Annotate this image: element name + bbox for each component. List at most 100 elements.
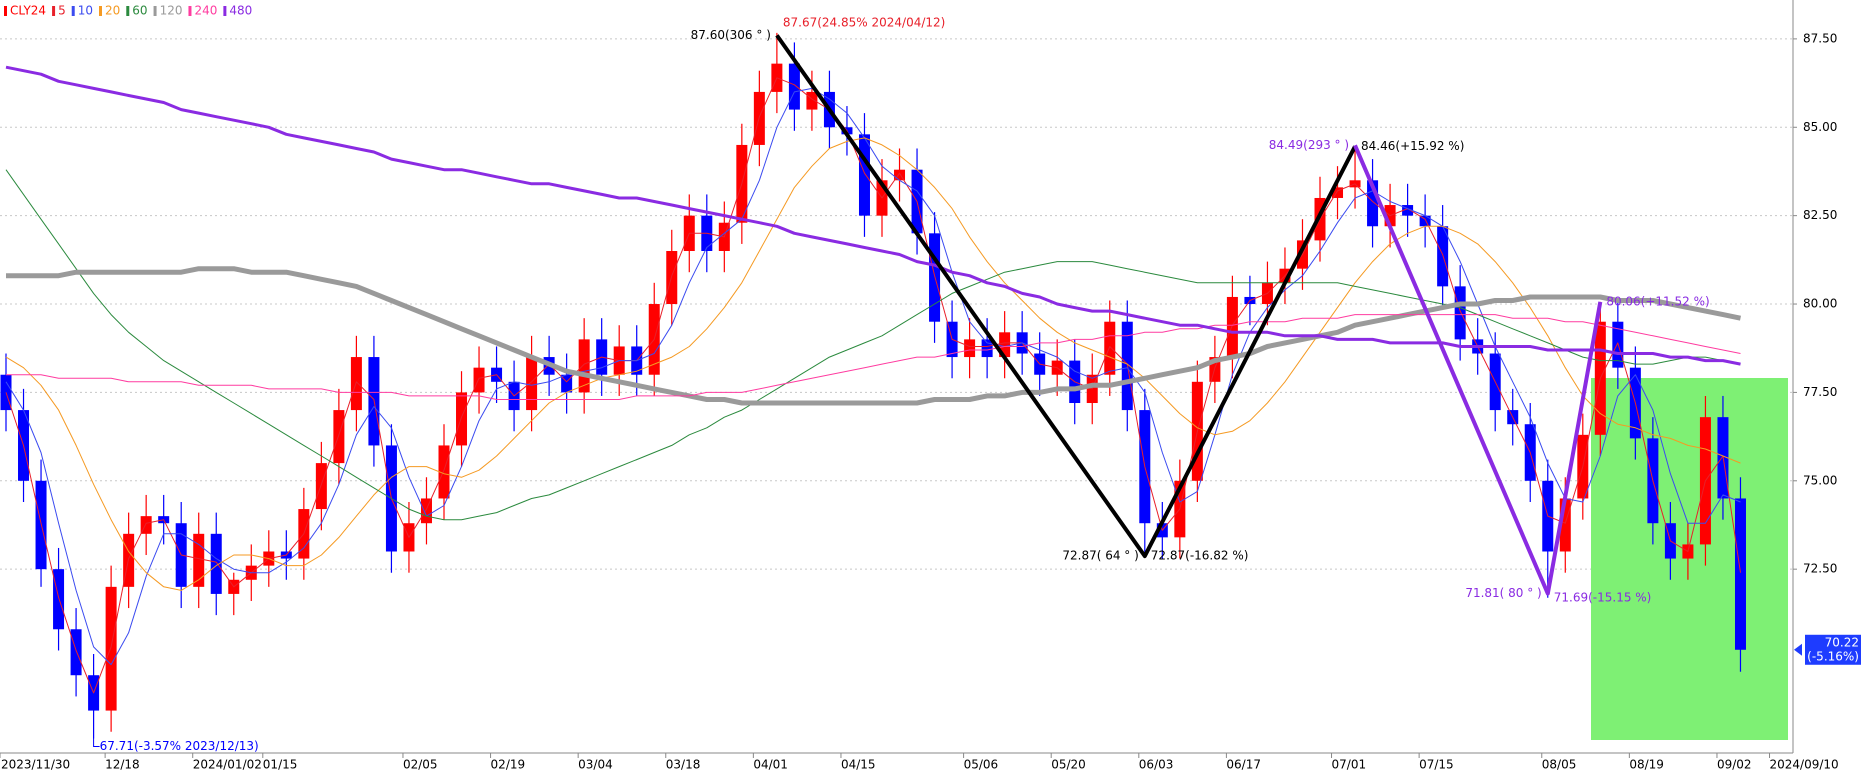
x-tick-label: 08/19	[1629, 758, 1664, 772]
candle-body	[929, 233, 941, 322]
note-label: 71.69(-15.15 %)	[1554, 590, 1652, 604]
candle-body	[315, 463, 327, 510]
legend-swatch	[4, 6, 7, 16]
candle-body	[981, 339, 993, 358]
x-tick-label: 2024/09/10	[1770, 758, 1839, 772]
candle-body	[193, 533, 205, 587]
ma-line	[5, 65, 1741, 366]
candle-body	[1402, 205, 1414, 216]
y-tick-label: 72.50	[1803, 562, 1837, 576]
legend-swatch	[153, 6, 157, 16]
legend-label: 480	[229, 4, 252, 18]
x-tick-label: 01/15	[263, 758, 298, 772]
x-tick-label: 09/02	[1717, 758, 1752, 772]
x-tick-label: 2024/01/02	[193, 758, 262, 772]
x-tick-label: 04/01	[753, 758, 788, 772]
note-label: 80.06(+11.52 %)	[1606, 294, 1709, 308]
candle-body	[210, 533, 222, 594]
candle-body	[526, 357, 538, 411]
note-label: 87.67(24.85% 2024/04/12)	[783, 15, 945, 29]
candle-body	[1559, 498, 1571, 552]
candle-body	[333, 410, 345, 464]
x-tick-label: 02/19	[491, 758, 526, 772]
legend-label: 10	[78, 4, 93, 18]
candle-body	[999, 332, 1011, 358]
y-tick-label: 85.00	[1803, 120, 1837, 134]
x-tick-label: 2023/11/30	[1, 758, 70, 772]
y-tick-label: 82.50	[1803, 208, 1837, 222]
candle-body	[806, 91, 818, 110]
price-change: (-5.16%)	[1807, 649, 1859, 663]
candle-body	[105, 586, 117, 711]
price-tag	[1805, 634, 1861, 665]
ma-line	[6, 314, 1741, 400]
note-label: 72.87(-16.82 %)	[1151, 549, 1249, 563]
candle-body	[964, 339, 976, 358]
candle-body	[53, 569, 65, 630]
candle-body	[1332, 187, 1344, 198]
legend-label: 60	[132, 4, 147, 18]
candle-body	[578, 339, 590, 393]
legend-swatch	[99, 6, 102, 16]
candle-body	[1226, 296, 1238, 358]
candle-body	[350, 357, 362, 411]
ma-line	[5, 77, 1741, 694]
y-tick-label: 77.50	[1803, 385, 1837, 399]
candle-body	[1454, 286, 1466, 340]
zigzag-line	[775, 34, 1357, 559]
ma-line	[5, 137, 1741, 591]
legend-swatch	[188, 6, 192, 16]
x-tick-label: 04/15	[841, 758, 876, 772]
note-label: 84.46(+15.92 %)	[1361, 139, 1464, 153]
candle-body	[70, 629, 82, 676]
candle-body	[473, 367, 485, 393]
x-tick-label: 06/17	[1226, 758, 1261, 772]
candle-body	[858, 134, 870, 216]
ma-line	[5, 87, 1741, 666]
price-arrow	[1794, 643, 1802, 656]
legend-swatch	[126, 6, 130, 16]
x-tick-label: 06/03	[1139, 758, 1174, 772]
candle-body	[420, 498, 432, 524]
x-tick-label: 03/18	[666, 758, 701, 772]
y-tick-label: 80.00	[1803, 297, 1837, 311]
y-tick-label: 87.50	[1803, 31, 1837, 45]
x-tick-label: 05/20	[1051, 758, 1086, 772]
candle-body	[1104, 321, 1116, 375]
y-tick-label: 75.00	[1803, 473, 1837, 487]
ma-line	[6, 266, 1742, 406]
legend-swatch	[223, 6, 227, 16]
price-value: 70.22	[1825, 635, 1859, 649]
x-tick-label: 12/18	[105, 758, 140, 772]
legend-label: 20	[105, 4, 120, 18]
x-tick-label: 05/06	[964, 758, 999, 772]
pivot-label: 84.49(293 ° )	[1269, 138, 1349, 152]
candle-body	[456, 392, 468, 446]
pivot-label: 72.87( 64 ° )	[1062, 549, 1138, 563]
note-label: 67.71(-3.57% 2023/12/13)	[100, 739, 259, 753]
legend-swatch	[52, 6, 56, 16]
x-tick-label: 08/05	[1542, 758, 1577, 772]
x-tick-label: 03/04	[578, 758, 613, 772]
candle-body	[788, 63, 800, 110]
x-tick-label: 07/15	[1419, 758, 1454, 772]
candle-body	[1734, 498, 1746, 650]
candle-body	[894, 169, 906, 181]
x-tick-label: 07/01	[1332, 758, 1367, 772]
note-arrow	[93, 738, 100, 748]
legend-swatch	[71, 6, 75, 16]
candle-body	[1367, 180, 1379, 227]
pivot-label: 87.60(306 ° )	[691, 28, 771, 42]
legend-label: 120	[160, 4, 183, 18]
x-tick-label: 02/05	[403, 758, 438, 772]
legend-label: CLY24	[10, 4, 46, 18]
candle-body	[438, 445, 450, 499]
legend-label: 240	[194, 4, 217, 18]
zigzag-line	[1353, 144, 1603, 596]
pivot-label: 71.81( 80 ° )	[1465, 586, 1541, 600]
highlight-zone	[1591, 378, 1788, 740]
candle-body	[1419, 215, 1431, 227]
candle-body	[140, 516, 152, 534]
